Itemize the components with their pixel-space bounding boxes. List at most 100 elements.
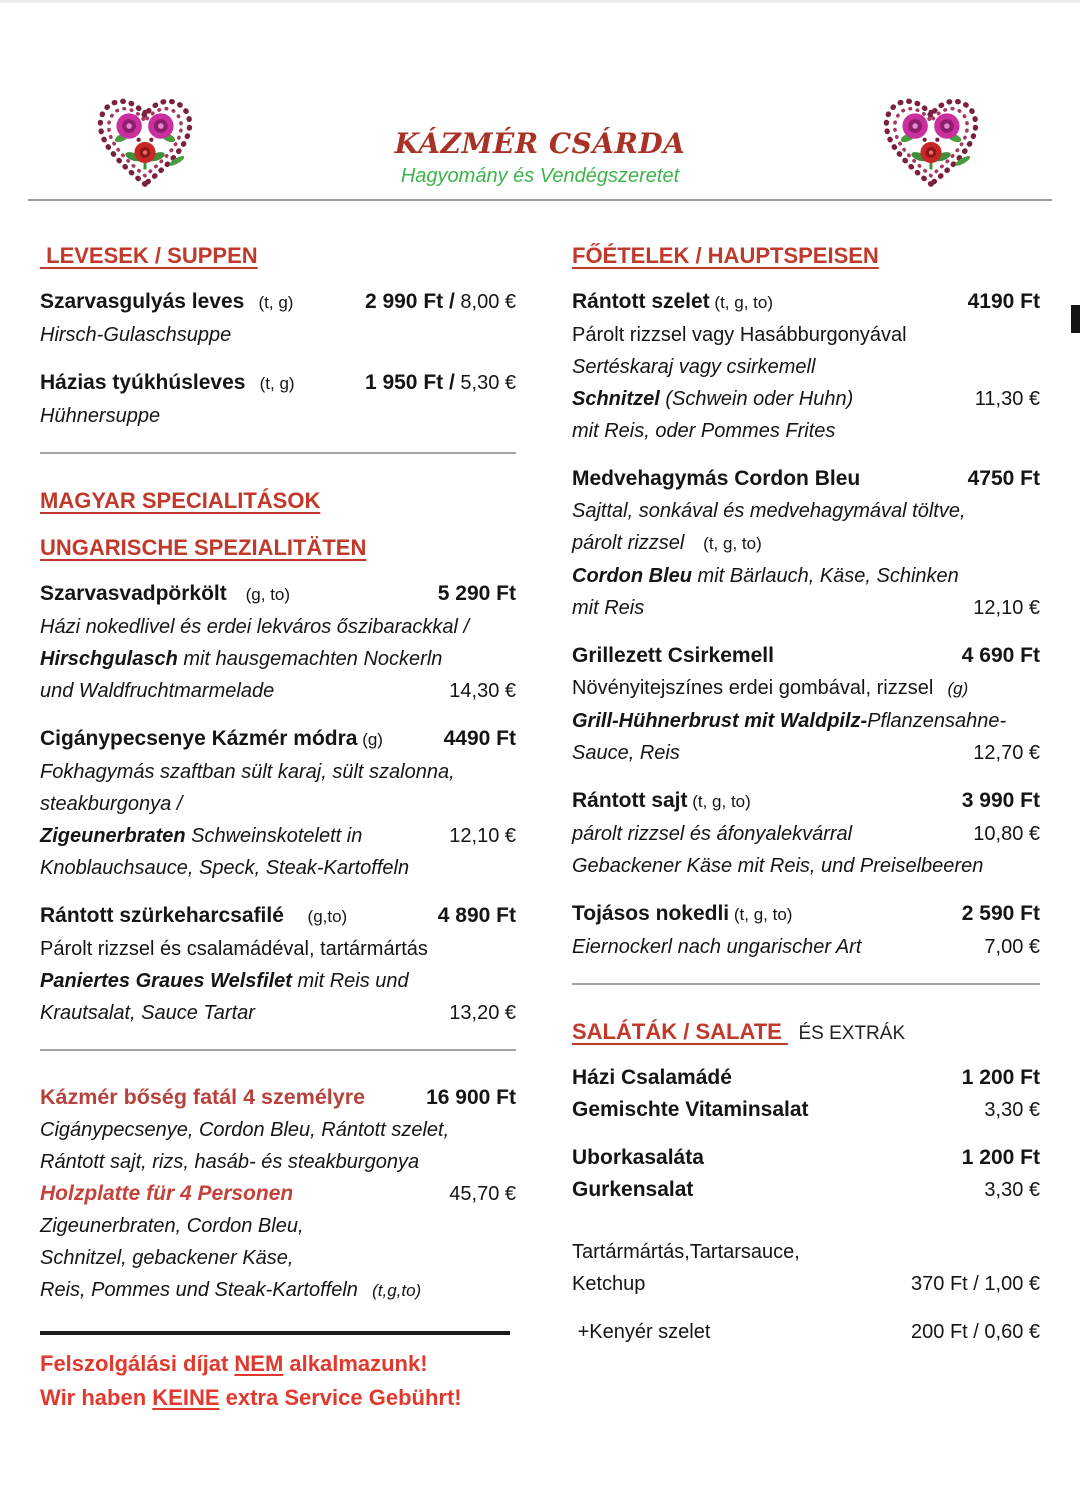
dish-text: Uborkasaláta: [572, 1142, 704, 1174]
menu-line: Holzplatte für 4 Personen 45,70 €: [40, 1178, 516, 1210]
text-segment: 7,00 €: [984, 936, 1040, 958]
dish-text: Cigánypecsenye, Cordon Bleu, Rántott sze…: [40, 1114, 449, 1146]
menu-item: Rántott sajt (t, g, to) 3 990 Ft párolt ri…: [572, 785, 1040, 882]
dish-text: Krautsalat, Sauce Tartar: [40, 997, 255, 1029]
dish-text: und Waldfruchtmarmelade: [40, 675, 274, 707]
text-segment: Medvehagymás Cordon Bleu: [572, 467, 861, 490]
price: 2 990 Ft / 8,00 €: [355, 286, 516, 318]
text-segment: Növényitejszínes erdei gombával, rizzsel: [572, 677, 934, 699]
text-segment: 200 Ft / 0,60 €: [911, 1321, 1040, 1343]
price: 13,20 €: [439, 997, 516, 1029]
dish-text: Grill-Hühnerbrust mit Waldpilz-Pflanzens…: [572, 705, 1006, 737]
text-segment: Párolt rizzsel vagy Hasábburgonyával: [572, 324, 907, 346]
dish-text: Knoblauchsauce, Speck, Steak-Kartoffeln: [40, 852, 409, 884]
menu-line: Zigeunerbraten, Cordon Bleu,: [40, 1210, 516, 1242]
text-segment: párolt rizzsel: [572, 532, 685, 554]
restaurant-motto: Hagyomány és Vendégszeretet: [400, 164, 680, 187]
text-segment: Ketchup: [572, 1273, 646, 1295]
price: 1 200 Ft: [952, 1142, 1040, 1174]
menu-item: Rántott szürkeharcsafilé (g,to) 4 890 Ft P…: [40, 900, 516, 1029]
text-segment: Cigánypecsenye Kázmér módra: [40, 727, 358, 750]
dish-text: Tojásos nokedli (t, g, to): [572, 898, 792, 931]
section-divider: [40, 1049, 516, 1051]
text-segment: KEINE: [152, 1385, 220, 1410]
price: 200 Ft / 0,60 €: [901, 1316, 1040, 1348]
text-segment: UNGARISCHE SPEZIALITÄTEN: [40, 535, 367, 560]
text-segment: 5 290 Ft: [437, 582, 516, 605]
menu-line: Házi nokedlivel és erdei lekváros ősziba…: [40, 611, 516, 643]
menu-item: Kázmér bőség fatál 4 személyre 16 900 Ft C…: [40, 1081, 516, 1307]
text-segment: (g, to): [226, 585, 291, 604]
text-segment: Schnitzel, gebackener Käse,: [40, 1247, 294, 1269]
dish-text: Rántott szürkeharcsafilé (g,to): [40, 900, 347, 933]
menu-line: Sertéskaraj vagy csirkemell: [572, 351, 1040, 383]
menu-line: Tojásos nokedli (t, g, to) 2 590 Ft: [572, 898, 1040, 931]
price: 1 950 Ft / 5,30 €: [355, 367, 516, 399]
section-divider: [40, 452, 516, 454]
text-segment: (g): [357, 730, 383, 749]
text-segment: Schweinskotelett in: [185, 825, 363, 847]
text-segment: 12,10 €: [449, 825, 516, 847]
text-segment: steakburgonya /: [40, 793, 183, 815]
text-segment: Zigeunerbraten: [40, 825, 186, 847]
text-segment: Gebackener Käse mit Reis, und Preiselbee…: [572, 855, 984, 877]
text-segment: Tojásos nokedli: [572, 902, 730, 925]
dish-text: Grillezett Csirkemell: [572, 640, 774, 672]
dish-text: párolt rizzsel és áfonyalekvárral: [572, 818, 852, 850]
text-segment: Schnitzel: [572, 388, 660, 410]
menu-line: Rántott szürkeharcsafilé (g,to) 4 890 Ft: [40, 900, 516, 933]
dish-text: +Kenyér szelet: [572, 1316, 711, 1348]
text-segment: Grill-Hühnerbrust mit Waldpilz-: [572, 710, 868, 732]
text-segment: 1 200 Ft: [961, 1146, 1040, 1169]
menu-line: Felszolgálási díjat NEM alkalmazunk!: [40, 1347, 516, 1381]
text-segment: 10,80 €: [973, 823, 1040, 845]
text-segment: Eiernockerl nach ungarischer Art: [572, 936, 862, 958]
text-segment: Szarvasvadpörkölt: [40, 582, 227, 605]
price: 12,70 €: [963, 737, 1040, 769]
text-segment: 16 900 Ft: [426, 1086, 516, 1109]
menu-column-right: FŐÉTELEK / HAUPTSPEISEN Rántott szelet (t…: [572, 239, 1040, 1431]
menu-item: Tartármártás,Tartarsauce, Ketchup 370 Ft /…: [572, 1236, 1040, 1300]
section-heading: SALÁTÁK / SALATE ÉS EXTRÁK: [572, 1015, 1040, 1051]
text-segment: Cordon Bleu: [572, 565, 692, 587]
dish-text: Hühnersuppe: [40, 400, 160, 432]
section-divider: [572, 983, 1040, 985]
menu-line: Házias tyúkhúsleves (t, g) 1 950 Ft / 5,3…: [40, 367, 516, 400]
text-segment: (t, g): [245, 374, 295, 393]
text-segment: (t, g, to): [687, 792, 751, 811]
text-segment: Szarvasgulyás leves: [40, 290, 245, 313]
menu-line: und Waldfruchtmarmelade 14,30 €: [40, 675, 516, 707]
dish-text: Rántott szelet (t, g, to): [572, 286, 773, 319]
text-segment: 1 950 Ft /: [364, 371, 455, 394]
menu-line: Schnitzel (Schwein oder Huhn) 11,30 €: [572, 383, 1040, 415]
dish-text: Cigánypecsenye Kázmér módra (g): [40, 723, 383, 756]
text-segment: 4490 Ft: [443, 727, 516, 750]
text-segment: 3,30 €: [984, 1099, 1040, 1121]
text-segment: Felszolgálási díjat: [40, 1351, 235, 1376]
menu-item: Grillezett Csirkemell 4 690 Ft Növényitejs…: [572, 640, 1040, 769]
text-segment: 3 990 Ft: [961, 789, 1040, 812]
section-divider-thick: [40, 1331, 510, 1335]
menu-item: Rántott szelet (t, g, to) 4190 Ft Párolt r…: [572, 286, 1040, 447]
text-segment: Holzplatte für 4 Personen: [40, 1182, 294, 1205]
text-segment: 4 690 Ft: [961, 644, 1040, 667]
section-platter: Kázmér bőség fatál 4 személyre 16 900 Ft C…: [40, 1081, 516, 1307]
price: 7,00 €: [974, 931, 1040, 963]
text-segment: 5,30 €: [454, 372, 516, 394]
price: 3,30 €: [974, 1174, 1040, 1206]
dish-text: Holzplatte für 4 Personen: [40, 1178, 293, 1210]
menu-line: Knoblauchsauce, Speck, Steak-Kartoffeln: [40, 852, 516, 884]
menu-line: Cordon Bleu mit Bärlauch, Käse, Schinken: [572, 560, 1040, 592]
menu-line: steakburgonya /: [40, 788, 516, 820]
menu-line: Rántott szelet (t, g, to) 4190 Ft: [572, 286, 1040, 319]
price: 5 290 Ft: [428, 578, 516, 610]
text-segment: Hühnersuppe: [40, 405, 161, 427]
menu-line: Hirsch-Gulaschsuppe: [40, 319, 516, 351]
menu-columns: LEVESEK / SUPPEN Szarvasgulyás leves (t, …: [0, 239, 1080, 1431]
text-segment: 45,70 €: [449, 1183, 516, 1205]
text-segment: Wir haben: [40, 1385, 153, 1410]
menu-line: Hirschgulasch mit hausgemachten Nockerln: [40, 643, 516, 675]
dish-text: Növényitejszínes erdei gombával, rizzsel…: [572, 672, 968, 705]
dish-text: Fokhagymás szaftban sült karaj, sült sza…: [40, 756, 455, 788]
menu-line: Növényitejszínes erdei gombával, rizzsel…: [572, 672, 1040, 705]
